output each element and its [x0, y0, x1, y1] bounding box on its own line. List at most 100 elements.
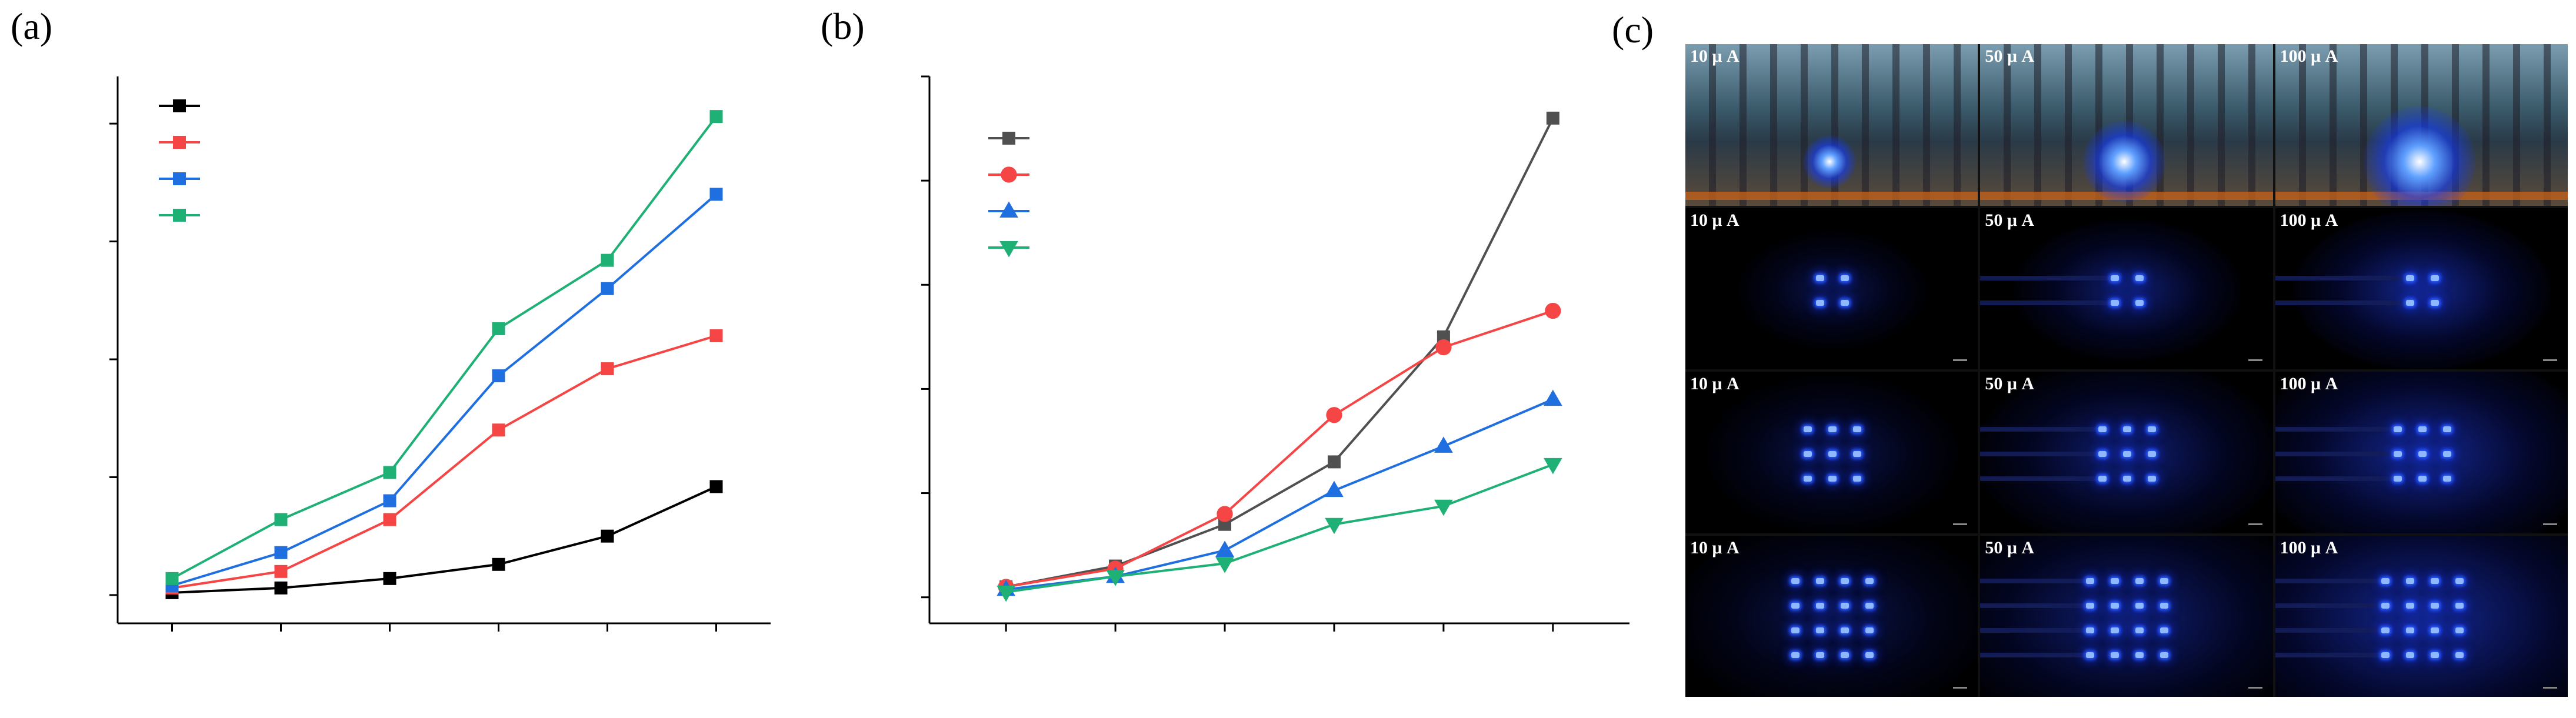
led-glow [2363, 106, 2475, 206]
led-pixel [1791, 627, 1799, 633]
data-point [1546, 111, 1559, 125]
led-image-grid: 10 μ A 50 μ A 100 μ A 10 μ A 50 μ A 100 μ A 10… [1685, 44, 2568, 697]
led-pixel [1816, 652, 1824, 658]
interconnect-track [1980, 652, 2091, 657]
data-point [601, 253, 614, 267]
interconnect-track [2275, 275, 2410, 280]
data-point [383, 572, 396, 585]
current-label: 50 μ A [1985, 210, 2034, 230]
led-pixel [2111, 577, 2120, 584]
led-pixel [2160, 627, 2169, 633]
data-point [1217, 506, 1233, 522]
data-point [709, 480, 723, 493]
led-pixel [2405, 627, 2414, 633]
scale-bar [1953, 359, 1968, 361]
legend-marker [999, 241, 1018, 258]
led-pixel [1853, 426, 1861, 432]
interconnect-track [2275, 476, 2398, 481]
led-pixel [2086, 652, 2095, 658]
current-label: 100 μ A [2280, 46, 2338, 66]
series-line-3 [171, 193, 717, 587]
data-point [1215, 557, 1234, 573]
led-pixel [1841, 627, 1849, 633]
interconnect-track [2275, 603, 2385, 608]
emission-halo [2014, 219, 2241, 361]
led-pixel [2098, 451, 2107, 457]
led-pixel [2442, 451, 2451, 457]
led-pixel [1816, 299, 1824, 306]
data-point [383, 513, 396, 526]
emission-halo [1685, 535, 1978, 697]
legend-marker [999, 201, 1018, 218]
legend-marker [1001, 166, 1017, 183]
legend-marker [1002, 132, 1015, 145]
led-pixel [1816, 275, 1824, 281]
led-pixel [2098, 476, 2107, 482]
current-label: 10 μ A [1690, 374, 1739, 393]
image-cell-r4-c2: 50 μ A [1980, 535, 2273, 697]
led-glow [2083, 121, 2166, 203]
led-pixel [2135, 577, 2144, 584]
led-pixel [1791, 602, 1799, 609]
led-pixel [1865, 652, 1874, 658]
scale-bar [2248, 687, 2262, 689]
led-pixel [2430, 627, 2439, 633]
led-pixel [1841, 602, 1849, 609]
data-point [165, 572, 179, 585]
interconnect-track [1980, 427, 2103, 432]
led-pixel [2111, 299, 2120, 306]
emission-halo [2275, 535, 2568, 697]
led-pixel [2381, 577, 2390, 584]
data-point [492, 557, 505, 571]
interconnect-track [2275, 427, 2398, 432]
scale-bar [2248, 359, 2262, 361]
current-label: 100 μ A [2280, 374, 2338, 393]
image-cell-r4-c1: 10 μ A [1685, 535, 1978, 697]
image-cell-r3-c3: 100 μ A [2275, 372, 2568, 533]
data-point [1434, 436, 1453, 453]
led-pixel [1841, 275, 1849, 281]
led-pixel [2135, 299, 2144, 306]
led-pixel [1804, 451, 1812, 457]
led-pixel [2430, 652, 2439, 658]
scale-bar [2543, 687, 2557, 689]
interconnect-track [1980, 627, 2091, 633]
interconnect-track [1980, 603, 2091, 608]
data-point [601, 362, 614, 376]
series-line-1 [172, 485, 717, 594]
led-pixel [1816, 577, 1824, 584]
led-pixel [2123, 426, 2132, 432]
led-pixel [2123, 451, 2132, 457]
image-cell-r2-c1: 10 μ A [1685, 208, 1978, 369]
image-cell-r3-c1: 10 μ A [1685, 372, 1978, 533]
data-point [1325, 480, 1344, 497]
data-point [1327, 455, 1341, 469]
led-pixel [2123, 476, 2132, 482]
interconnect-track [2275, 652, 2385, 657]
data-point [1215, 540, 1234, 557]
data-point [492, 322, 505, 335]
series-line-4 [171, 115, 718, 580]
data-point [1544, 389, 1562, 406]
panel-label-c: (c) [1612, 9, 1654, 51]
led-pixel [2442, 476, 2451, 482]
led-pixel [1828, 476, 1837, 482]
led-pixel [2160, 577, 2169, 584]
led-pixel [2135, 652, 2144, 658]
led-pixel [2148, 451, 2157, 457]
led-pixel [1816, 602, 1824, 609]
probe-bar [1685, 191, 1978, 200]
data-point [274, 513, 288, 526]
panel-label-b: (b) [821, 5, 865, 47]
led-pixel [2111, 652, 2120, 658]
data-point [383, 466, 396, 479]
image-cell-r4-c3: 100 μ A [2275, 535, 2568, 697]
led-pixel [2086, 577, 2095, 584]
led-pixel [2430, 299, 2439, 306]
led-pixel [2455, 577, 2464, 584]
emission-halo [2294, 210, 2551, 369]
led-pixel [1865, 602, 1874, 609]
current-label: 100 μ A [2280, 210, 2338, 230]
emission-halo [1980, 535, 2273, 697]
data-point [601, 282, 614, 295]
